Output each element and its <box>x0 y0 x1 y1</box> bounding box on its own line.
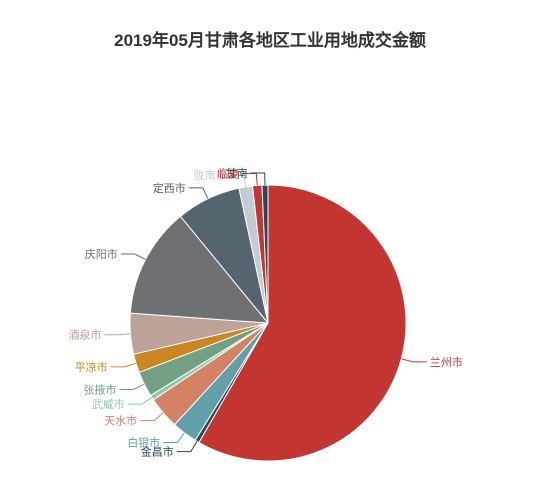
pie-slices <box>129 184 407 462</box>
label-leader-line <box>120 253 146 260</box>
label-leader-line <box>250 172 266 186</box>
slice-label: 武威市 <box>92 397 125 411</box>
slice-label: 兰州市 <box>430 355 463 369</box>
slice-label: 定西市 <box>153 181 186 195</box>
label-leader-line <box>229 174 247 187</box>
slice-label: 天水市 <box>104 414 137 428</box>
label-leader-line <box>110 362 137 368</box>
label-leader-line <box>176 441 198 453</box>
slice-label: 酒泉市 <box>69 328 102 342</box>
label-leader-line <box>188 187 209 199</box>
label-leader-line <box>119 383 145 390</box>
label-leader-line <box>163 432 185 443</box>
label-leader-line <box>140 412 164 422</box>
label-leader-line <box>104 333 131 336</box>
slice-label: 陇南市 <box>194 168 227 182</box>
slice-label: 白银市 <box>127 436 160 450</box>
slice-label: 张掖市 <box>84 383 117 397</box>
label-leader-line <box>401 358 427 363</box>
slice-label: 平凉市 <box>75 360 108 374</box>
slice-label: 临夏 <box>217 167 239 181</box>
slice-label: 庆阳市 <box>85 247 118 261</box>
pie-slice <box>261 184 269 324</box>
slice-label: 甘南 <box>226 167 248 180</box>
slice-label: 金昌市 <box>141 445 174 459</box>
chart-title: 2019年05月甘肃各地区工业用地成交金额 <box>114 30 426 50</box>
label-leader-line <box>127 397 153 405</box>
pie-slice <box>198 184 407 462</box>
